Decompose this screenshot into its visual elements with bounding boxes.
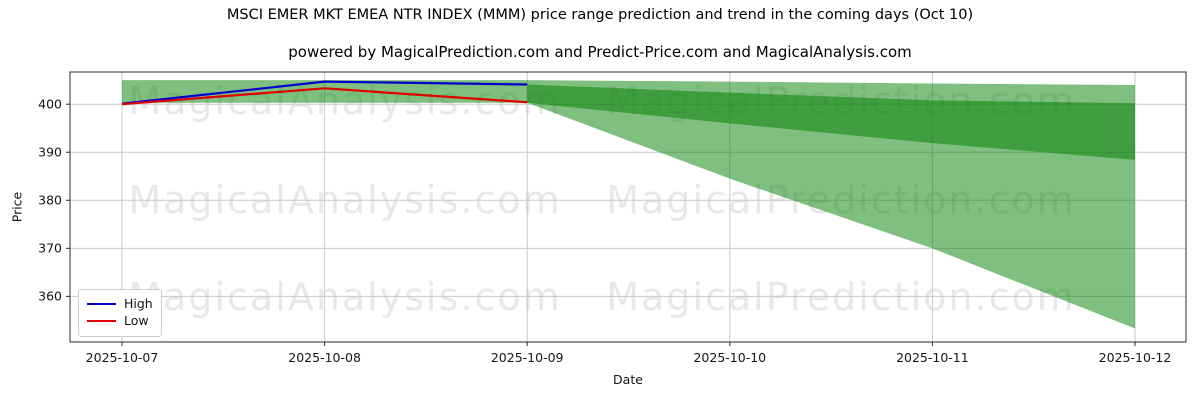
y-tick-label: 370 <box>38 240 62 256</box>
x-tick-label: 2025-10-08 <box>288 350 361 365</box>
low-line <box>121 87 528 106</box>
chart-title: MSCI EMER MKT EMEA NTR INDEX (MMM) price… <box>226 7 974 23</box>
x-axis-label: Date <box>613 372 643 387</box>
x-tick-label: 2025-10-10 <box>693 350 767 365</box>
x-tick-label: 2025-10-12 <box>1098 350 1172 365</box>
legend-item-high: High <box>87 296 153 312</box>
high-line <box>121 80 528 105</box>
x-tick-label: 2025-10-11 <box>896 350 969 365</box>
legend-item-low: Low <box>87 313 153 329</box>
prediction-inner-range <box>527 84 1135 160</box>
y-tick-label: 390 <box>38 144 62 160</box>
high-line-swatch <box>87 303 116 305</box>
y-tick-label: 360 <box>38 288 62 304</box>
y-tick-label: 400 <box>38 96 62 112</box>
low-line-swatch <box>87 320 116 322</box>
plot-border <box>69 71 1187 343</box>
legend-label-low: Low <box>124 312 149 328</box>
y-axis-label: Price <box>9 191 25 223</box>
chart-subtitle: powered by MagicalPrediction.com and Pre… <box>288 43 912 61</box>
x-tick-label: 2025-10-07 <box>85 350 159 365</box>
legend-label-high: High <box>124 295 153 311</box>
y-tick-label: 380 <box>38 192 62 208</box>
x-tick-label: 2025-10-09 <box>490 350 564 365</box>
legend: High Low <box>78 289 162 337</box>
